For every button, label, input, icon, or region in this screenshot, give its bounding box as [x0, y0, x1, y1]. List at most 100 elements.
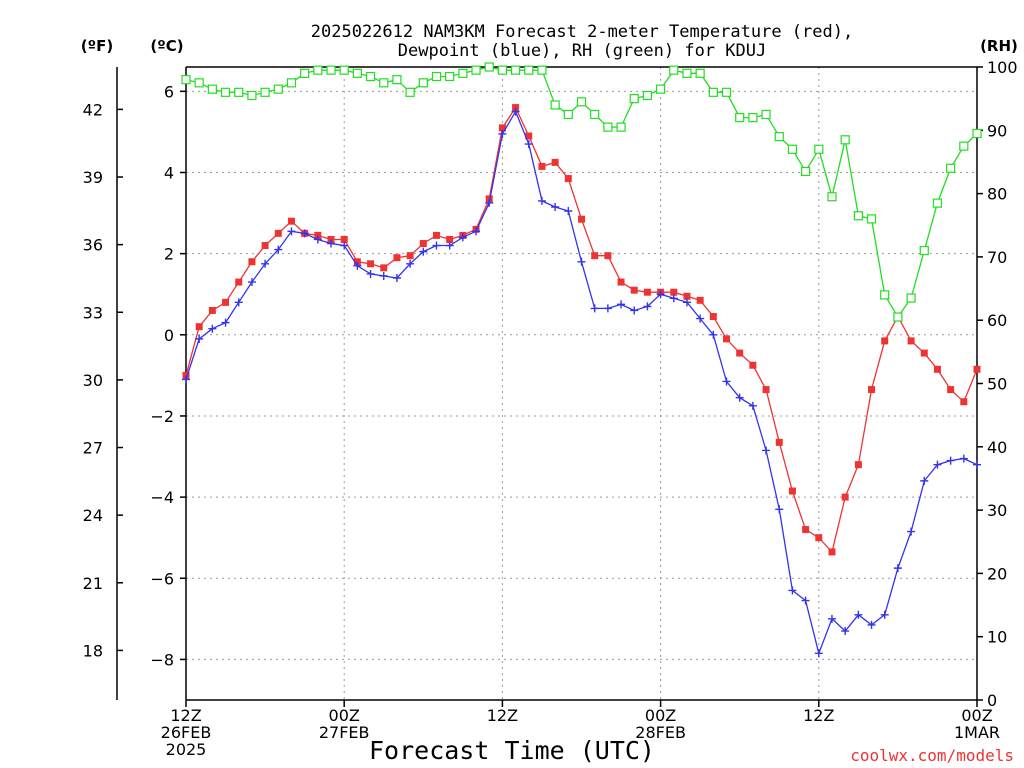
- rh-point: [814, 144, 824, 154]
- dewpoint-point: [274, 245, 283, 254]
- temperature-point: [670, 288, 678, 296]
- rh-point: [194, 78, 204, 88]
- rh-point: [181, 75, 191, 85]
- celsius-tick-label: −2: [150, 407, 174, 426]
- rh-point: [655, 84, 666, 94]
- rh-point: [972, 128, 982, 139]
- fahrenheit-tick-label: 36: [83, 236, 103, 255]
- rh-point: [919, 245, 929, 256]
- rh-tick-label: 10: [987, 628, 1007, 647]
- dewpoint-point: [669, 294, 678, 303]
- rh-point: [787, 144, 798, 154]
- temperature-point: [222, 298, 230, 306]
- axes: [116, 66, 983, 707]
- chart-title-line2: Dewpoint (blue), RH (green) for KDUJ: [398, 41, 766, 61]
- dewpoint-point: [643, 302, 652, 311]
- temperature-line: [185, 106, 978, 554]
- rh-point: [326, 65, 336, 75]
- celsius-tick-label: −4: [150, 488, 174, 507]
- rh-tick-label: 80: [987, 185, 1007, 204]
- rh-point: [458, 68, 468, 78]
- rh-tick-label: 30: [987, 501, 1007, 520]
- celsius-tick-label: 6: [164, 82, 174, 101]
- dewpoint-point: [445, 241, 454, 250]
- dewpoint-point: [379, 271, 388, 280]
- temperature-point: [406, 252, 414, 260]
- rh-point: [220, 87, 231, 97]
- rh-point: [392, 75, 402, 85]
- dewpoint-point: [762, 446, 771, 455]
- dewpoint-point: [221, 318, 230, 327]
- temperature-point: [749, 361, 757, 369]
- temperature-point: [261, 242, 269, 250]
- dewpoint-point: [564, 207, 573, 216]
- temperature-point: [538, 162, 546, 170]
- dewpoint-point: [353, 261, 362, 270]
- rh-point: [286, 78, 297, 88]
- rh-point: [853, 211, 863, 221]
- credit-label: coolwx.com/models: [850, 746, 1014, 765]
- rh-point: [774, 132, 784, 142]
- dewpoint-point: [735, 393, 744, 402]
- dewpoint-point: [524, 140, 533, 149]
- rh-point: [207, 84, 217, 94]
- dewpoint-point: [419, 247, 428, 256]
- dewpoint-point: [300, 229, 309, 238]
- dewpoint-point: [841, 627, 850, 636]
- temperature-point: [868, 386, 876, 394]
- rh-tick-label: 0: [987, 691, 997, 710]
- chart-title-line1: 2025022612 NAM3KM Forecast 2-meter Tempe…: [311, 22, 853, 42]
- rh-point: [300, 68, 310, 78]
- celsius-unit-label: (ºC): [150, 37, 183, 55]
- rh-point: [932, 198, 943, 208]
- temperature-point: [815, 534, 823, 542]
- dewpoint-point: [234, 298, 243, 307]
- rh-point: [247, 90, 257, 101]
- temperature-point: [274, 229, 282, 237]
- x-tick-label: 27FEB: [319, 723, 370, 742]
- temperature-point: [578, 215, 585, 223]
- rh-point: [550, 100, 560, 110]
- temperature-point: [340, 235, 348, 243]
- rh-point: [563, 109, 573, 120]
- fahrenheit-tick-label: 21: [83, 574, 103, 593]
- tick-labels: 6420−2−4−6−84239363330272421181009080706…: [83, 58, 1018, 759]
- temperature-point: [723, 335, 731, 343]
- fahrenheit-tick-label: 33: [83, 303, 103, 322]
- rh-point: [352, 68, 362, 78]
- rh-point: [946, 163, 956, 173]
- temperature-point: [762, 386, 770, 394]
- fahrenheit-tick-label: 30: [83, 371, 103, 390]
- rh-unit-label: (RH): [980, 37, 1018, 55]
- dewpoint-point: [959, 454, 968, 463]
- dewpoint-point: [775, 505, 784, 514]
- x-tick-label: 00Z: [329, 706, 360, 725]
- rh-point: [866, 214, 877, 224]
- dewpoint-point: [590, 304, 599, 313]
- fahrenheit-tick-label: 24: [83, 506, 103, 525]
- rh-point: [616, 122, 626, 132]
- dewpoint-point: [748, 401, 757, 410]
- dewpoint-point: [458, 233, 467, 242]
- rh-point: [260, 87, 270, 97]
- celsius-tick-label: −8: [150, 650, 174, 669]
- x-tick-label: 12Z: [487, 706, 518, 725]
- temperature-point: [446, 235, 454, 243]
- dewpoint-point: [880, 610, 889, 619]
- series-dewpoint: [182, 107, 981, 658]
- rh-point: [682, 68, 692, 78]
- dewpoint-point: [827, 614, 836, 623]
- rh-point: [471, 65, 481, 75]
- dewpoint-point: [577, 257, 586, 266]
- celsius-tick-label: −6: [150, 569, 174, 588]
- dewpoint-point: [432, 241, 441, 250]
- rh-point: [629, 94, 639, 104]
- temperature-point: [380, 264, 388, 272]
- rh-tick-label: 70: [987, 248, 1007, 267]
- rh-tick-label: 20: [987, 564, 1007, 583]
- rh-point: [497, 65, 507, 75]
- dewpoint-point: [366, 269, 375, 278]
- dewpoint-point: [973, 460, 981, 469]
- rh-point: [669, 65, 679, 75]
- dewpoint-point: [340, 241, 349, 250]
